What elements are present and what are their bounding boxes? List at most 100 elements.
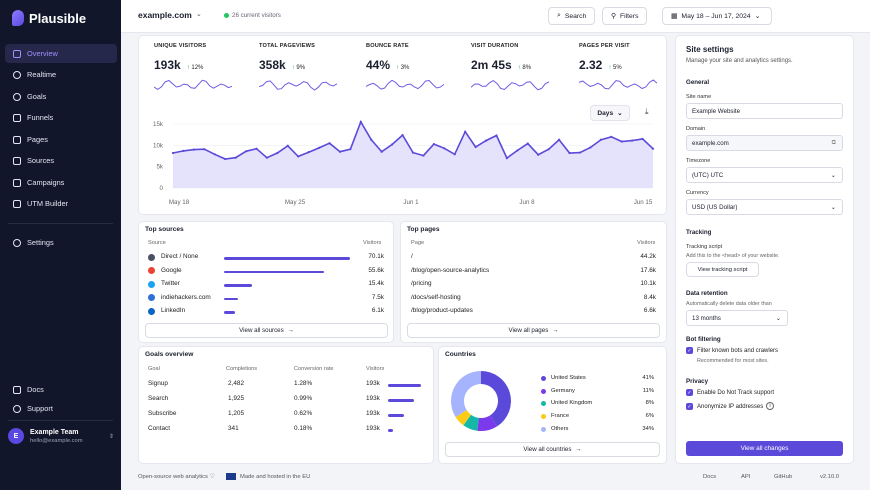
page-icon bbox=[13, 135, 21, 144]
sidebar-item-goals[interactable]: Goals bbox=[5, 87, 117, 106]
source-bar bbox=[224, 284, 252, 287]
chart-point bbox=[171, 151, 175, 155]
source-name[interactable]: indiehackers.com bbox=[161, 293, 211, 301]
section-tracking: Tracking bbox=[686, 229, 712, 236]
settings-title: Site settings bbox=[686, 45, 734, 54]
bot-filter-checkbox[interactable]: ✓ bbox=[686, 347, 693, 354]
goal-visitors: 193k bbox=[366, 425, 380, 432]
copy-icon[interactable]: ⧉ bbox=[831, 139, 836, 146]
filters-button[interactable]: ⚲ Filters bbox=[602, 7, 647, 25]
view-all-label: View all sources bbox=[239, 327, 284, 334]
footer-version: v2.10.0 bbox=[820, 474, 840, 480]
chart-point bbox=[255, 147, 258, 150]
save-changes-button[interactable]: View all changes bbox=[686, 441, 843, 456]
goal-name[interactable]: Signup bbox=[148, 380, 168, 387]
footer-link-docs[interactable]: Docs bbox=[703, 474, 717, 480]
app-name: Plausible bbox=[29, 10, 87, 26]
footer-link-api[interactable]: API bbox=[741, 474, 751, 480]
sparkline-path bbox=[259, 80, 337, 91]
currency-select[interactable]: USD (US Dollar) ⌄ bbox=[686, 199, 843, 215]
view-all-pages-button[interactable]: View all pages → bbox=[407, 323, 660, 338]
country-name[interactable]: Germany bbox=[551, 387, 575, 394]
site-name-input[interactable]: Example Website bbox=[686, 103, 843, 119]
source-icon bbox=[148, 307, 155, 315]
user-menu[interactable]: E Example Team hello@example.com ⇕ bbox=[8, 428, 114, 444]
country-name[interactable]: United States bbox=[551, 375, 586, 381]
goal-name[interactable]: Contact bbox=[148, 425, 171, 432]
stat-unique-visitors[interactable]: UNIQUE VISITORS 193k ↑ 12% bbox=[154, 43, 206, 72]
col-header-visitors: Visitors bbox=[366, 366, 385, 372]
source-name[interactable]: Twitter bbox=[161, 280, 180, 287]
goal-name[interactable]: Subscribe bbox=[148, 410, 177, 417]
app-logo[interactable]: Plausible bbox=[12, 10, 86, 26]
page-path[interactable]: /pricing bbox=[411, 280, 432, 287]
country-name[interactable]: United Kingdom bbox=[551, 400, 593, 407]
sidebar-item-pages[interactable]: Pages bbox=[5, 130, 117, 149]
stat-change-value: 5% bbox=[613, 65, 622, 71]
retention-select[interactable]: 13 months ⌄ bbox=[686, 310, 788, 326]
chart-point bbox=[234, 156, 237, 159]
page-path[interactable]: /blog/open-source-analytics bbox=[411, 266, 490, 274]
stat-bounce-rate[interactable]: BOUNCE RATE 44% ↑ 3% bbox=[366, 43, 409, 72]
country-name[interactable]: France bbox=[551, 413, 570, 420]
download-icon[interactable]: ⤓ bbox=[645, 107, 649, 116]
col-header-visitors: Visitors bbox=[363, 240, 382, 246]
chart-point bbox=[359, 120, 362, 123]
goal-completions: 1,205 bbox=[228, 410, 244, 417]
sidebar-item-sources[interactable]: Sources bbox=[5, 151, 117, 170]
sidebar-item-campaigns[interactable]: Campaigns bbox=[5, 173, 117, 192]
page-path[interactable]: / bbox=[411, 253, 413, 260]
sidebar-item-realtime[interactable]: Realtime bbox=[5, 65, 117, 84]
search-button[interactable]: ⌕ Search bbox=[548, 7, 595, 25]
goal-name[interactable]: Search bbox=[148, 395, 169, 402]
sidebar-item-utm-builder[interactable]: UTM Builder bbox=[5, 194, 117, 213]
avatar: E bbox=[8, 428, 24, 444]
source-name[interactable]: LinkedIn bbox=[161, 307, 186, 314]
stat-pages-per-visit[interactable]: PAGES PER VISIT 2.32 ↑ 5% bbox=[579, 43, 630, 72]
funnel-icon bbox=[13, 113, 21, 122]
view-tracking-script-button[interactable]: View tracking script bbox=[686, 262, 759, 277]
goal-conversion-rate: 1.28% bbox=[294, 380, 313, 387]
page-path[interactable]: /blog/product-updates bbox=[411, 307, 473, 314]
chart-point bbox=[474, 145, 477, 149]
view-all-sources-button[interactable]: View all sources → bbox=[145, 323, 388, 338]
site-switcher[interactable]: example.com bbox=[138, 10, 192, 20]
source-name[interactable]: Direct / None bbox=[161, 253, 199, 260]
builder-icon bbox=[13, 199, 21, 208]
sidebar-divider bbox=[8, 420, 113, 421]
interval-select[interactable]: Days ⌄ bbox=[590, 105, 630, 121]
source-name[interactable]: Google bbox=[161, 266, 182, 274]
x-tick-label: Jun 15 bbox=[634, 199, 653, 206]
chart-point bbox=[244, 150, 248, 153]
source-bar bbox=[224, 257, 350, 260]
chevron-down-icon[interactable]: ⌄ bbox=[196, 11, 202, 18]
stat-total-pageviews[interactable]: TOTAL PAGEVIEWS 358k ↑ 9% bbox=[259, 43, 315, 72]
anonymize-ip-checkbox[interactable]: ✓ bbox=[686, 403, 693, 410]
dnt-label: Enable Do Not Track support bbox=[697, 390, 775, 396]
country-share: 41% bbox=[642, 375, 654, 381]
stat-label: PAGES PER VISIT bbox=[579, 43, 630, 49]
sparkline bbox=[154, 79, 232, 90]
timezone-select[interactable]: (UTC) UTC ⌄ bbox=[686, 167, 843, 183]
stat-visit-duration[interactable]: VISIT DURATION 2m 45s ↑ 8% bbox=[471, 43, 531, 72]
source-visitors: 15.4k bbox=[368, 280, 384, 287]
currency-value: USD (US Dollar) bbox=[692, 203, 738, 211]
stat-change: ↑ 3% bbox=[396, 65, 409, 71]
sidebar-item-settings[interactable]: Settings bbox=[5, 233, 117, 252]
sidebar-item-funnels[interactable]: Funnels bbox=[5, 108, 117, 127]
page-path[interactable]: /docs/self-hosting bbox=[411, 293, 461, 301]
sidebar-item-overview[interactable]: Overview bbox=[5, 44, 117, 63]
current-visitors[interactable]: 26 current visitors bbox=[232, 12, 281, 19]
goal-bar bbox=[388, 429, 393, 432]
dnt-checkbox[interactable]: ✓ bbox=[686, 389, 693, 396]
country-name[interactable]: Others bbox=[551, 425, 569, 432]
info-icon[interactable]: i bbox=[766, 402, 774, 410]
domain-field: example.com ⧉ bbox=[686, 135, 843, 151]
date-range-picker[interactable]: ▦ May 18 – Jun 17, 2024 ⌄ bbox=[662, 7, 772, 25]
sidebar-item-docs[interactable]: Docs bbox=[5, 380, 117, 399]
view-all-countries-button[interactable]: View all countries → bbox=[445, 442, 660, 457]
footer-link-github[interactable]: GitHub bbox=[774, 474, 793, 480]
donut-slice bbox=[481, 371, 511, 427]
country-share: 34% bbox=[642, 425, 654, 432]
sidebar-item-support[interactable]: Support bbox=[5, 399, 117, 418]
